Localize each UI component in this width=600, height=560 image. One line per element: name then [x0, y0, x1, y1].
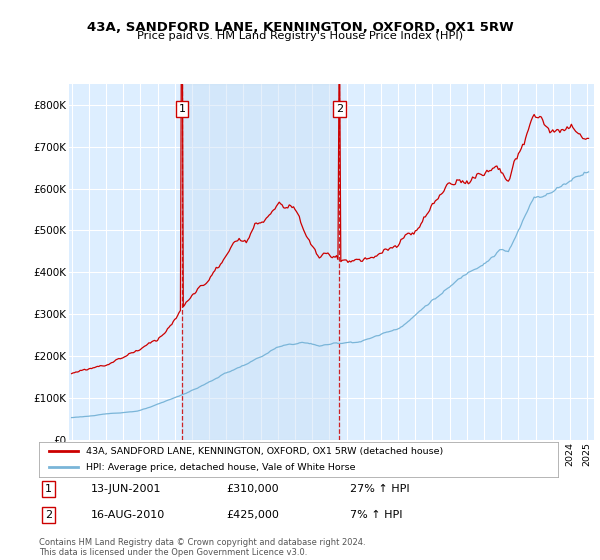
Text: 43A, SANDFORD LANE, KENNINGTON, OXFORD, OX1 5RW (detached house): 43A, SANDFORD LANE, KENNINGTON, OXFORD, … [86, 447, 443, 456]
Text: £425,000: £425,000 [226, 510, 279, 520]
Text: 2: 2 [336, 104, 343, 114]
Text: 1: 1 [45, 484, 52, 494]
Text: HPI: Average price, detached house, Vale of White Horse: HPI: Average price, detached house, Vale… [86, 463, 355, 472]
Text: 13-JUN-2001: 13-JUN-2001 [91, 484, 161, 494]
Text: Contains HM Land Registry data © Crown copyright and database right 2024.
This d: Contains HM Land Registry data © Crown c… [39, 538, 365, 557]
Text: 16-AUG-2010: 16-AUG-2010 [91, 510, 165, 520]
Text: Price paid vs. HM Land Registry's House Price Index (HPI): Price paid vs. HM Land Registry's House … [137, 31, 463, 41]
Text: 1: 1 [178, 104, 185, 114]
Text: 7% ↑ HPI: 7% ↑ HPI [350, 510, 403, 520]
Text: £310,000: £310,000 [226, 484, 278, 494]
Text: 2: 2 [45, 510, 52, 520]
Text: 27% ↑ HPI: 27% ↑ HPI [350, 484, 410, 494]
Text: 43A, SANDFORD LANE, KENNINGTON, OXFORD, OX1 5RW: 43A, SANDFORD LANE, KENNINGTON, OXFORD, … [86, 21, 514, 34]
Bar [182, 84, 340, 440]
